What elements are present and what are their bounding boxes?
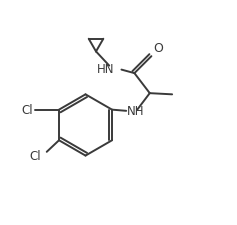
Text: Cl: Cl <box>21 104 33 117</box>
Text: NH: NH <box>127 105 145 118</box>
Text: HN: HN <box>97 63 114 76</box>
Text: Cl: Cl <box>30 149 41 162</box>
Text: O: O <box>154 42 164 55</box>
